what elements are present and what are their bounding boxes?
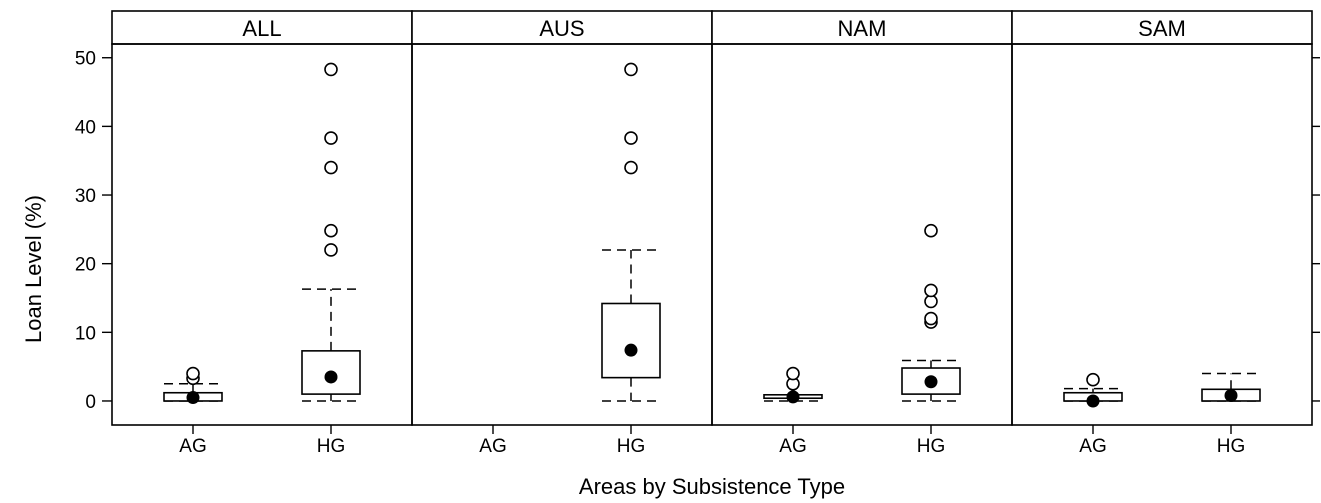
y-tick-label: 30 <box>75 186 96 207</box>
box-hg <box>1201 372 1261 402</box>
outlier-point <box>624 62 638 77</box>
median-point <box>624 343 638 357</box>
outlier-point <box>624 131 638 145</box>
panel-frame <box>1011 43 1313 426</box>
outlier-point <box>186 366 200 381</box>
median-point <box>924 375 938 389</box>
box-hg <box>301 62 361 402</box>
axis-layer: 0 10 20 30 40 50 <box>75 49 1320 413</box>
median-point <box>786 390 800 404</box>
x-tick-label: HG <box>1217 436 1246 457</box>
x-tick-label: AG <box>479 436 506 457</box>
panel-aus: AUS AG HG <box>411 10 713 457</box>
box-hg <box>901 223 961 402</box>
iqr-box <box>601 302 661 379</box>
median-point <box>324 370 338 384</box>
y-tick-label: 10 <box>75 323 96 344</box>
y-tick-label: 20 <box>75 255 96 276</box>
x-tick-label: HG <box>917 436 946 457</box>
outlier-point <box>324 62 338 77</box>
panel-title: SAM <box>1138 16 1186 41</box>
panel-sam: SAM AG HG <box>1011 10 1313 457</box>
panel-frame <box>411 43 713 426</box>
outlier-point <box>624 160 638 175</box>
outlier-point <box>324 223 338 238</box>
x-tick-label: HG <box>317 436 346 457</box>
outlier-point <box>324 243 338 257</box>
x-tick-label: AG <box>779 436 806 457</box>
median-point <box>1224 388 1238 402</box>
median-point <box>186 391 200 405</box>
outlier-point <box>924 223 938 238</box>
panel-frame <box>111 43 413 426</box>
panel-title: AUS <box>539 16 584 41</box>
x-axis-label: Areas by Subsistence Type <box>579 474 845 499</box>
y-tick-label: 0 <box>85 392 96 413</box>
y-tick-label: 50 <box>75 49 96 70</box>
x-tick-label: HG <box>617 436 646 457</box>
panel-strip <box>1011 10 1313 45</box>
y-tick-label: 40 <box>75 117 96 138</box>
panel-all: ALL AG HG <box>111 10 413 457</box>
y-axis-label: Loan Level (%) <box>21 195 46 343</box>
outlier-point <box>786 366 800 381</box>
panel-title: NAM <box>838 16 887 41</box>
panel-strip <box>711 10 1013 45</box>
median-point <box>1086 394 1100 408</box>
panel-title: ALL <box>242 16 281 41</box>
panel-strip <box>111 10 413 45</box>
outlier-point <box>1086 372 1100 387</box>
outlier-point <box>924 283 938 298</box>
box-ag <box>163 366 223 405</box>
box-ag <box>1063 372 1123 408</box>
x-tick-label: AG <box>179 436 206 457</box>
box-ag <box>763 366 823 404</box>
panel-frame <box>711 43 1013 426</box>
outlier-point <box>324 131 338 145</box>
panel-layer: ALL AG HG AUS AG HG NAM AG HG SAM AG HG <box>111 10 1313 457</box>
box-hg <box>601 62 661 402</box>
outlier-point <box>324 160 338 175</box>
x-tick-label: AG <box>1079 436 1106 457</box>
panel-nam: NAM AG HG <box>711 10 1013 457</box>
outlier-point <box>924 311 938 326</box>
